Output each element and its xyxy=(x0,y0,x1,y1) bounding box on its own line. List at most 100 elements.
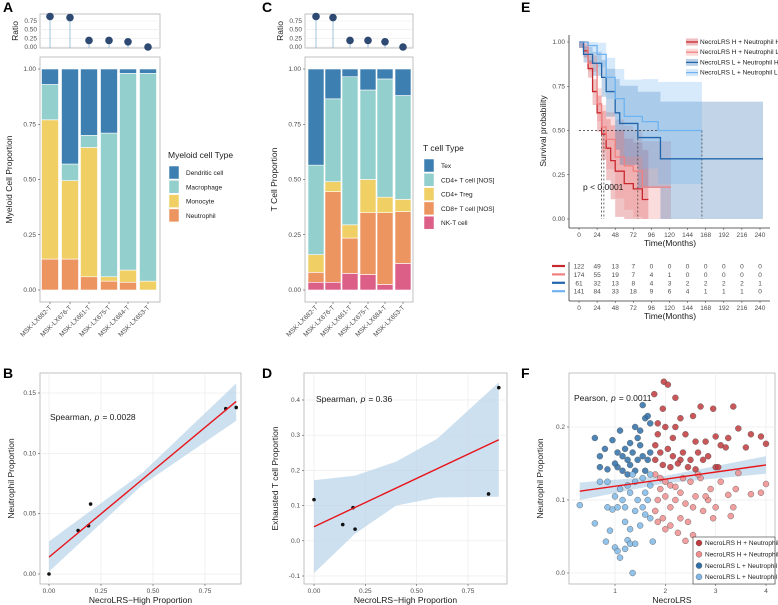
data-point xyxy=(757,433,765,440)
risk-table-count: 141 xyxy=(574,289,585,296)
data-point xyxy=(644,496,651,504)
bar-segment-nk-t-cell xyxy=(376,284,394,291)
data-point xyxy=(672,423,679,431)
legend-swatch xyxy=(423,158,435,173)
x-axis-title: Time(Months) xyxy=(644,238,696,248)
bar-segment-cd8-t-cell-nos- xyxy=(394,211,412,264)
stat-annotation-prefix: Spearman, xyxy=(316,394,358,404)
ratio-dot xyxy=(381,38,389,46)
data-point xyxy=(234,405,238,410)
x-tick-label: 96 xyxy=(648,232,656,239)
data-point xyxy=(634,434,641,442)
survival-curve xyxy=(579,41,702,132)
data-point xyxy=(679,449,687,456)
bar-segment-cd8-t-cell-nos- xyxy=(341,237,359,274)
data-point xyxy=(709,515,717,522)
risk-table-x-tick-label: 0 xyxy=(577,305,581,312)
risk-table-count: 13 xyxy=(612,280,620,287)
x-axis-title: NecroLRS−High Proportion xyxy=(89,595,193,605)
data-point xyxy=(647,482,654,489)
ratio-dot xyxy=(66,13,74,22)
stat-annotation-value: = 0.36 xyxy=(368,394,392,404)
data-point xyxy=(735,425,742,432)
risk-table-count: 0 xyxy=(704,272,708,279)
data-point xyxy=(747,431,755,438)
data-point xyxy=(684,518,692,526)
legend-label: NecroLRS H + Neutrophil L xyxy=(700,49,778,56)
risk-table-count: 0 xyxy=(740,264,744,271)
bar-segment-tex xyxy=(376,68,394,80)
data-point xyxy=(677,415,684,422)
risk-table-count: 13 xyxy=(612,264,620,271)
data-point xyxy=(47,572,51,576)
bar-segment-dendritic-cell xyxy=(119,68,137,74)
bar-segment-macrophage xyxy=(139,73,157,282)
data-point xyxy=(634,456,641,464)
data-point xyxy=(614,449,621,456)
ratio-dot xyxy=(312,12,320,21)
data-point xyxy=(647,471,654,478)
y-tick-label: 0.75 xyxy=(552,83,565,90)
y-tick-label: 0.3 xyxy=(291,432,300,439)
risk-table-count: 1 xyxy=(722,289,726,296)
stat-annotation: Spearman, p = 0.0028 xyxy=(50,412,136,422)
bar-segment-cd4-t-cell-nos- xyxy=(307,164,325,255)
ratio-tick-label: 0.25 xyxy=(289,35,302,42)
risk-table-x-tick-label: 192 xyxy=(718,305,729,312)
x-tick-label: 1 xyxy=(613,588,617,595)
data-point xyxy=(717,442,724,449)
data-point xyxy=(659,515,667,522)
legend-marker xyxy=(695,573,703,581)
data-point xyxy=(312,497,316,502)
data-point xyxy=(762,440,770,447)
data-point xyxy=(652,442,659,449)
data-point xyxy=(601,445,609,453)
x-tick-label: 48 xyxy=(612,232,620,239)
legend-marker xyxy=(695,551,703,558)
bar-segment-neutrophil xyxy=(100,280,118,291)
data-point xyxy=(654,496,661,504)
data-point xyxy=(636,442,644,449)
y-tick-label: 0.2 xyxy=(556,424,565,431)
stat-annotation-p: p xyxy=(610,393,616,403)
bar-segment-cd4-treg xyxy=(359,179,377,213)
legend-label: NecroLRS L + Neutrophil H xyxy=(700,59,778,66)
x-tick-label: 24 xyxy=(593,232,601,239)
legend-title: T cell Type xyxy=(423,143,464,153)
bar-segment-neutrophil xyxy=(61,258,79,291)
stat-annotation-value: = 0.0011 xyxy=(619,393,652,403)
x-axis-title: NecroLRS−High Proportion xyxy=(354,595,458,605)
data-point xyxy=(730,403,737,410)
confidence-band xyxy=(314,382,499,574)
y-tick-label: 0.75 xyxy=(288,121,301,128)
data-point xyxy=(631,540,639,547)
legend-label: CD4+ T cell [NOS] xyxy=(441,177,495,184)
x-tick-label: 2 xyxy=(664,588,668,595)
bar-segment-monocyte xyxy=(61,180,79,260)
survival-ci-band xyxy=(579,42,649,219)
y-tick-label: 0.00 xyxy=(552,216,565,223)
bar-segment-cd4-treg xyxy=(324,181,342,192)
data-point xyxy=(697,403,704,410)
bar-segment-tex xyxy=(307,68,325,166)
data-point xyxy=(717,478,724,485)
data-point xyxy=(611,493,619,500)
x-axis-title: NecroLRS xyxy=(652,595,692,605)
data-point xyxy=(353,527,357,531)
legend-label: NK-T cell xyxy=(441,220,468,227)
data-point xyxy=(621,504,629,511)
x-tick-label: 0.00 xyxy=(308,588,321,595)
legend-marker xyxy=(695,562,703,569)
data-point xyxy=(619,453,626,460)
data-point xyxy=(664,381,672,388)
legend-label: CD8+ T cell [NOS] xyxy=(441,206,495,213)
data-point xyxy=(674,460,682,467)
data-point xyxy=(616,485,624,493)
bar-segment-neutrophil xyxy=(41,258,59,291)
data-point xyxy=(682,537,689,545)
x-tick-label: 0 xyxy=(577,232,581,239)
legend-swatch xyxy=(168,208,180,223)
risk-table-x-tick-label: 72 xyxy=(630,305,638,312)
y-axis-title: Neutrophil Proportion xyxy=(535,438,545,519)
data-point xyxy=(619,467,626,474)
